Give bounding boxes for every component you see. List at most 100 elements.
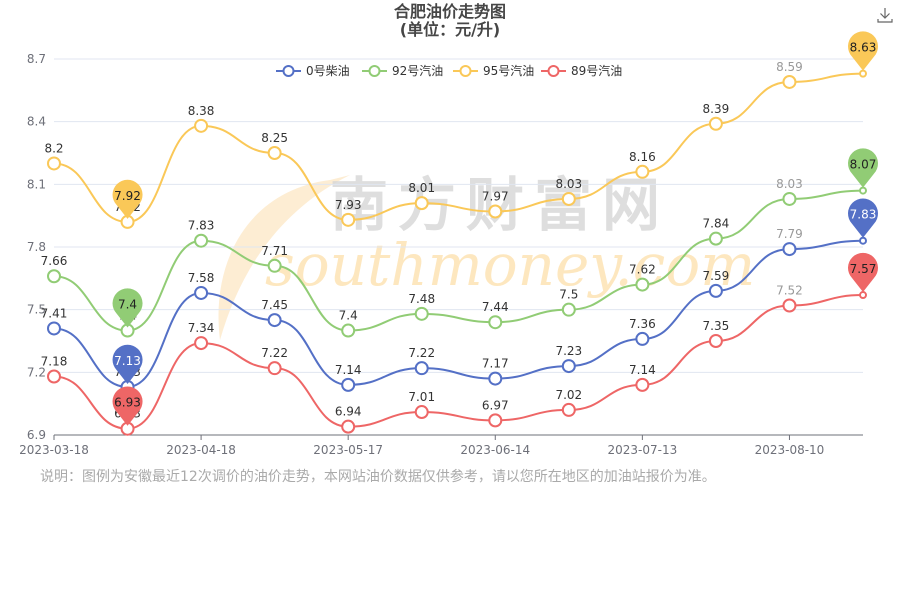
- data-label: 7.59: [703, 269, 730, 283]
- legend-item[interactable]: 89号汽油: [541, 63, 622, 78]
- data-label: 6.97: [482, 398, 509, 412]
- data-label: 6.94: [335, 405, 362, 419]
- data-point[interactable]: [47, 156, 61, 171]
- data-label: 8.39: [703, 102, 730, 116]
- data-point[interactable]: [414, 196, 429, 211]
- data-point[interactable]: [267, 313, 282, 328]
- data-point[interactable]: [194, 285, 209, 300]
- data-point[interactable]: [708, 231, 723, 246]
- svg-text:7.13: 7.13: [114, 354, 141, 368]
- data-point[interactable]: [859, 186, 867, 195]
- data-point[interactable]: [341, 212, 356, 227]
- data-label: 7.44: [482, 300, 509, 314]
- data-point[interactable]: [708, 334, 723, 348]
- y-tick-label: 8.1: [27, 177, 46, 191]
- data-point[interactable]: [488, 315, 503, 330]
- svg-text:南方财富网: 南方财富网: [330, 171, 670, 239]
- x-tick-label: 2023-04-18: [166, 443, 236, 457]
- min-marker-pin: 7.4: [112, 288, 143, 328]
- data-label: 7.01: [408, 390, 435, 404]
- y-tick-label: 6.9: [27, 428, 46, 442]
- svg-text:7.4: 7.4: [118, 298, 137, 312]
- data-label: 7.45: [261, 298, 288, 312]
- svg-text:95号汽油: 95号汽油: [483, 63, 534, 78]
- data-point[interactable]: [267, 146, 282, 160]
- svg-text:92号汽油: 92号汽油: [392, 63, 443, 78]
- data-point[interactable]: [488, 204, 503, 219]
- data-point[interactable]: [47, 321, 61, 336]
- data-point[interactable]: [859, 236, 867, 245]
- x-tick-label: 2023-07-13: [607, 443, 677, 457]
- y-tick-label: 8.7: [27, 52, 46, 66]
- data-point[interactable]: [414, 405, 429, 420]
- series-line: 7.41 7.13 7.58 7.45 7.14 7.22 7.17 7.23 7.36 7.59…: [41, 227, 867, 394]
- data-point[interactable]: [782, 191, 797, 206]
- data-point[interactable]: [414, 306, 429, 321]
- data-label: 7.5: [559, 288, 578, 302]
- data-point[interactable]: [47, 269, 61, 284]
- data-point[interactable]: [708, 116, 723, 131]
- data-point[interactable]: [341, 323, 356, 338]
- download-icon[interactable]: [876, 6, 894, 24]
- data-point[interactable]: [488, 371, 503, 386]
- data-label: 8.38: [188, 104, 215, 118]
- data-point[interactable]: [859, 69, 867, 78]
- x-tick-label: 2023-03-18: [19, 443, 89, 457]
- data-label: 8.16: [629, 150, 656, 164]
- data-point[interactable]: [414, 361, 429, 376]
- data-point[interactable]: [635, 331, 650, 346]
- data-label: 7.36: [629, 317, 656, 331]
- data-point[interactable]: [561, 359, 576, 374]
- data-point[interactable]: [341, 419, 356, 434]
- svg-text:6.93: 6.93: [114, 396, 141, 410]
- legend-item[interactable]: 0号柴油: [276, 64, 350, 78]
- data-point[interactable]: [267, 258, 282, 273]
- data-point[interactable]: [561, 402, 576, 417]
- legend-item[interactable]: 92号汽油: [362, 63, 443, 78]
- data-point[interactable]: [561, 191, 576, 206]
- data-label: 7.58: [188, 271, 215, 285]
- data-point[interactable]: [47, 369, 61, 384]
- legend-item[interactable]: 95号汽油: [453, 63, 534, 78]
- data-point[interactable]: [782, 242, 797, 257]
- svg-text:8.63: 8.63: [850, 41, 877, 55]
- data-label: 7.71: [261, 244, 288, 258]
- data-point[interactable]: [267, 361, 282, 376]
- min-marker-pin: 6.93: [112, 386, 143, 426]
- data-point[interactable]: [194, 118, 209, 133]
- data-label: 8.59: [776, 60, 803, 74]
- data-point[interactable]: [194, 233, 209, 248]
- data-point[interactable]: [635, 377, 650, 392]
- data-point[interactable]: [782, 74, 797, 89]
- y-tick-label: 7.8: [27, 240, 46, 254]
- max-marker-pin: 8.07: [848, 148, 878, 188]
- data-label: 7.93: [335, 198, 362, 212]
- data-point[interactable]: [859, 291, 867, 300]
- data-point[interactable]: [635, 164, 650, 179]
- max-marker-pin: 7.83: [848, 198, 878, 238]
- data-point[interactable]: [782, 298, 797, 313]
- y-tick-label: 7.5: [27, 303, 46, 317]
- data-point[interactable]: [194, 336, 209, 351]
- data-label: 8.25: [261, 131, 288, 145]
- data-label: 7.17: [482, 357, 509, 371]
- data-point[interactable]: [708, 283, 723, 298]
- data-label: 7.66: [41, 254, 68, 268]
- svg-text:7.57: 7.57: [850, 262, 877, 276]
- series-line: 8.2 7.92 8.38 8.25 7.93 8.01 7.97 8.03 8.16 8.39 8…: [44, 60, 867, 229]
- max-marker-pin: 8.63: [848, 31, 879, 71]
- data-label: 7.48: [408, 292, 435, 306]
- data-label: 7.62: [629, 263, 656, 277]
- svg-text:7.92: 7.92: [114, 189, 141, 203]
- x-tick-label: 2023-06-14: [460, 443, 530, 457]
- chart-title: 合肥油价走势图 (单位：元/升): [0, 3, 900, 39]
- data-label: 7.02: [555, 388, 582, 402]
- data-label: 7.84: [703, 217, 730, 231]
- data-point[interactable]: [341, 377, 356, 392]
- chart-title-main: 合肥油价走势图: [393, 2, 506, 21]
- data-point[interactable]: [561, 302, 576, 317]
- data-label: 7.22: [261, 346, 288, 360]
- data-label: 8.03: [555, 177, 582, 191]
- data-point[interactable]: [488, 413, 503, 428]
- data-point[interactable]: [635, 277, 650, 292]
